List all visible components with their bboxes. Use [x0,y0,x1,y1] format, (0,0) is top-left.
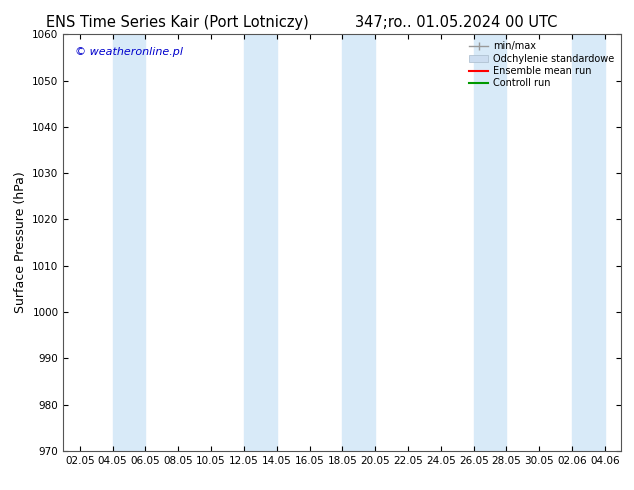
Text: © weatheronline.pl: © weatheronline.pl [75,47,183,57]
Bar [474,34,507,451]
Text: ENS Time Series Kair (Port Lotniczy): ENS Time Series Kair (Port Lotniczy) [46,15,309,30]
Bar [572,34,605,451]
Bar [342,34,375,451]
Bar [113,34,145,451]
Y-axis label: Surface Pressure (hPa): Surface Pressure (hPa) [14,172,27,314]
Legend: min/max, Odchylenie standardowe, Ensemble mean run, Controll run: min/max, Odchylenie standardowe, Ensembl… [467,39,616,90]
Bar [244,34,276,451]
Text: 347;ro.. 01.05.2024 00 UTC: 347;ro.. 01.05.2024 00 UTC [355,15,558,30]
